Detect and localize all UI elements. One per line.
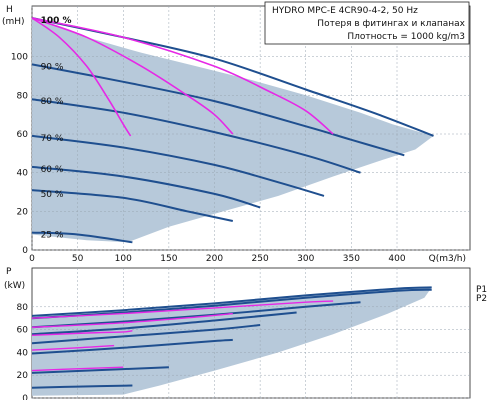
head-flow-chart: 0 50 100 150 200 250 300 350 400 0 20 40 60 80 100 100 … <box>2 5 471 264</box>
bottom-y-axis-unit: (kW) <box>4 281 25 291</box>
top-y-tick-4: 80 <box>17 91 29 101</box>
top-pump-curve-6 <box>31 231 133 244</box>
top-y-axis-unit: (mH) <box>2 17 25 27</box>
info-line-1: Потеря в фитингах и клапанах <box>317 19 465 29</box>
speed-label-6: 25 % <box>41 231 64 241</box>
bottom-y-tick-4: 80 <box>17 303 29 313</box>
speed-label-3: 70 % <box>41 134 64 144</box>
top-y-tick-3: 60 <box>17 130 29 140</box>
top-x-tick-6: 300 <box>297 254 314 264</box>
bottom-power-curve-1 <box>31 288 432 320</box>
top-pump-curve-1 <box>31 63 405 157</box>
top-y-axis-label: H <box>6 5 13 15</box>
top-pump-curve-2 <box>31 98 361 174</box>
info-box-frame <box>264 1 470 45</box>
top-x-axis-label: Q(m3/h) <box>429 254 466 264</box>
top-y-tick-1: 20 <box>17 207 29 217</box>
bottom-power-curve-0 <box>31 286 432 317</box>
bottom-power-curve-6 <box>31 366 169 374</box>
top-y-tick-0: 0 <box>22 246 28 256</box>
speed-label-2: 80 % <box>41 97 64 107</box>
top-system-curve-0 <box>31 17 132 137</box>
bottom-system-curve-2 <box>31 300 334 319</box>
legend-p1: P1 <box>476 285 487 295</box>
bottom-system-curve-4 <box>31 366 124 372</box>
legend-p2: P2 <box>476 294 487 304</box>
top-x-tick-4: 200 <box>206 254 223 264</box>
top-y-tick-5: 100 <box>11 53 28 63</box>
bottom-y-tick-1: 20 <box>17 371 29 381</box>
top-x-tick-3: 150 <box>160 254 177 264</box>
top-x-tick-2: 100 <box>115 254 132 264</box>
info-box: HYDRO MPC-E 4CR90-4-2, 50 Hz Потеря в фи… <box>264 1 470 45</box>
bottom-power-curve-5 <box>31 338 233 355</box>
info-title: HYDRO MPC-E 4CR90-4-2, 50 Hz <box>272 6 418 16</box>
bottom-system-curve-3 <box>31 344 115 351</box>
speed-label-5: 50 % <box>41 190 64 200</box>
speed-label-0: 100 % <box>41 16 72 26</box>
bottom-system-curve-0 <box>31 330 133 336</box>
top-pump-curve-3 <box>31 134 325 197</box>
bottom-y-tick-2: 40 <box>17 348 29 358</box>
top-x-tick-8: 400 <box>388 254 405 264</box>
top-x-tick-5: 250 <box>252 254 269 264</box>
bottom-y-tick-0: 0 <box>22 394 28 400</box>
bottom-y-tick-3: 60 <box>17 326 29 336</box>
bottom-power-curve-4 <box>31 324 261 345</box>
bottom-power-curve-7 <box>31 384 133 389</box>
bottom-y-axis-label: P <box>6 267 12 277</box>
top-x-tick-1: 50 <box>72 254 84 264</box>
top-operating-area <box>32 18 434 243</box>
top-system-curve-2 <box>31 17 334 135</box>
bottom-system-curve-1 <box>31 312 233 328</box>
bottom-power-curve-3 <box>31 311 297 336</box>
top-y-tick-2: 40 <box>17 169 29 179</box>
info-line-2: Плотность = 1000 kg/m3 <box>347 32 465 42</box>
top-x-tick-0: 0 <box>29 254 35 264</box>
speed-label-4: 60 % <box>41 165 64 175</box>
top-pump-curve-5 <box>31 189 234 222</box>
top-pump-curve-4 <box>31 165 261 209</box>
top-system-curve-1 <box>31 17 234 135</box>
speed-label-1: 90 % <box>41 62 64 72</box>
top-x-tick-7: 350 <box>343 254 360 264</box>
